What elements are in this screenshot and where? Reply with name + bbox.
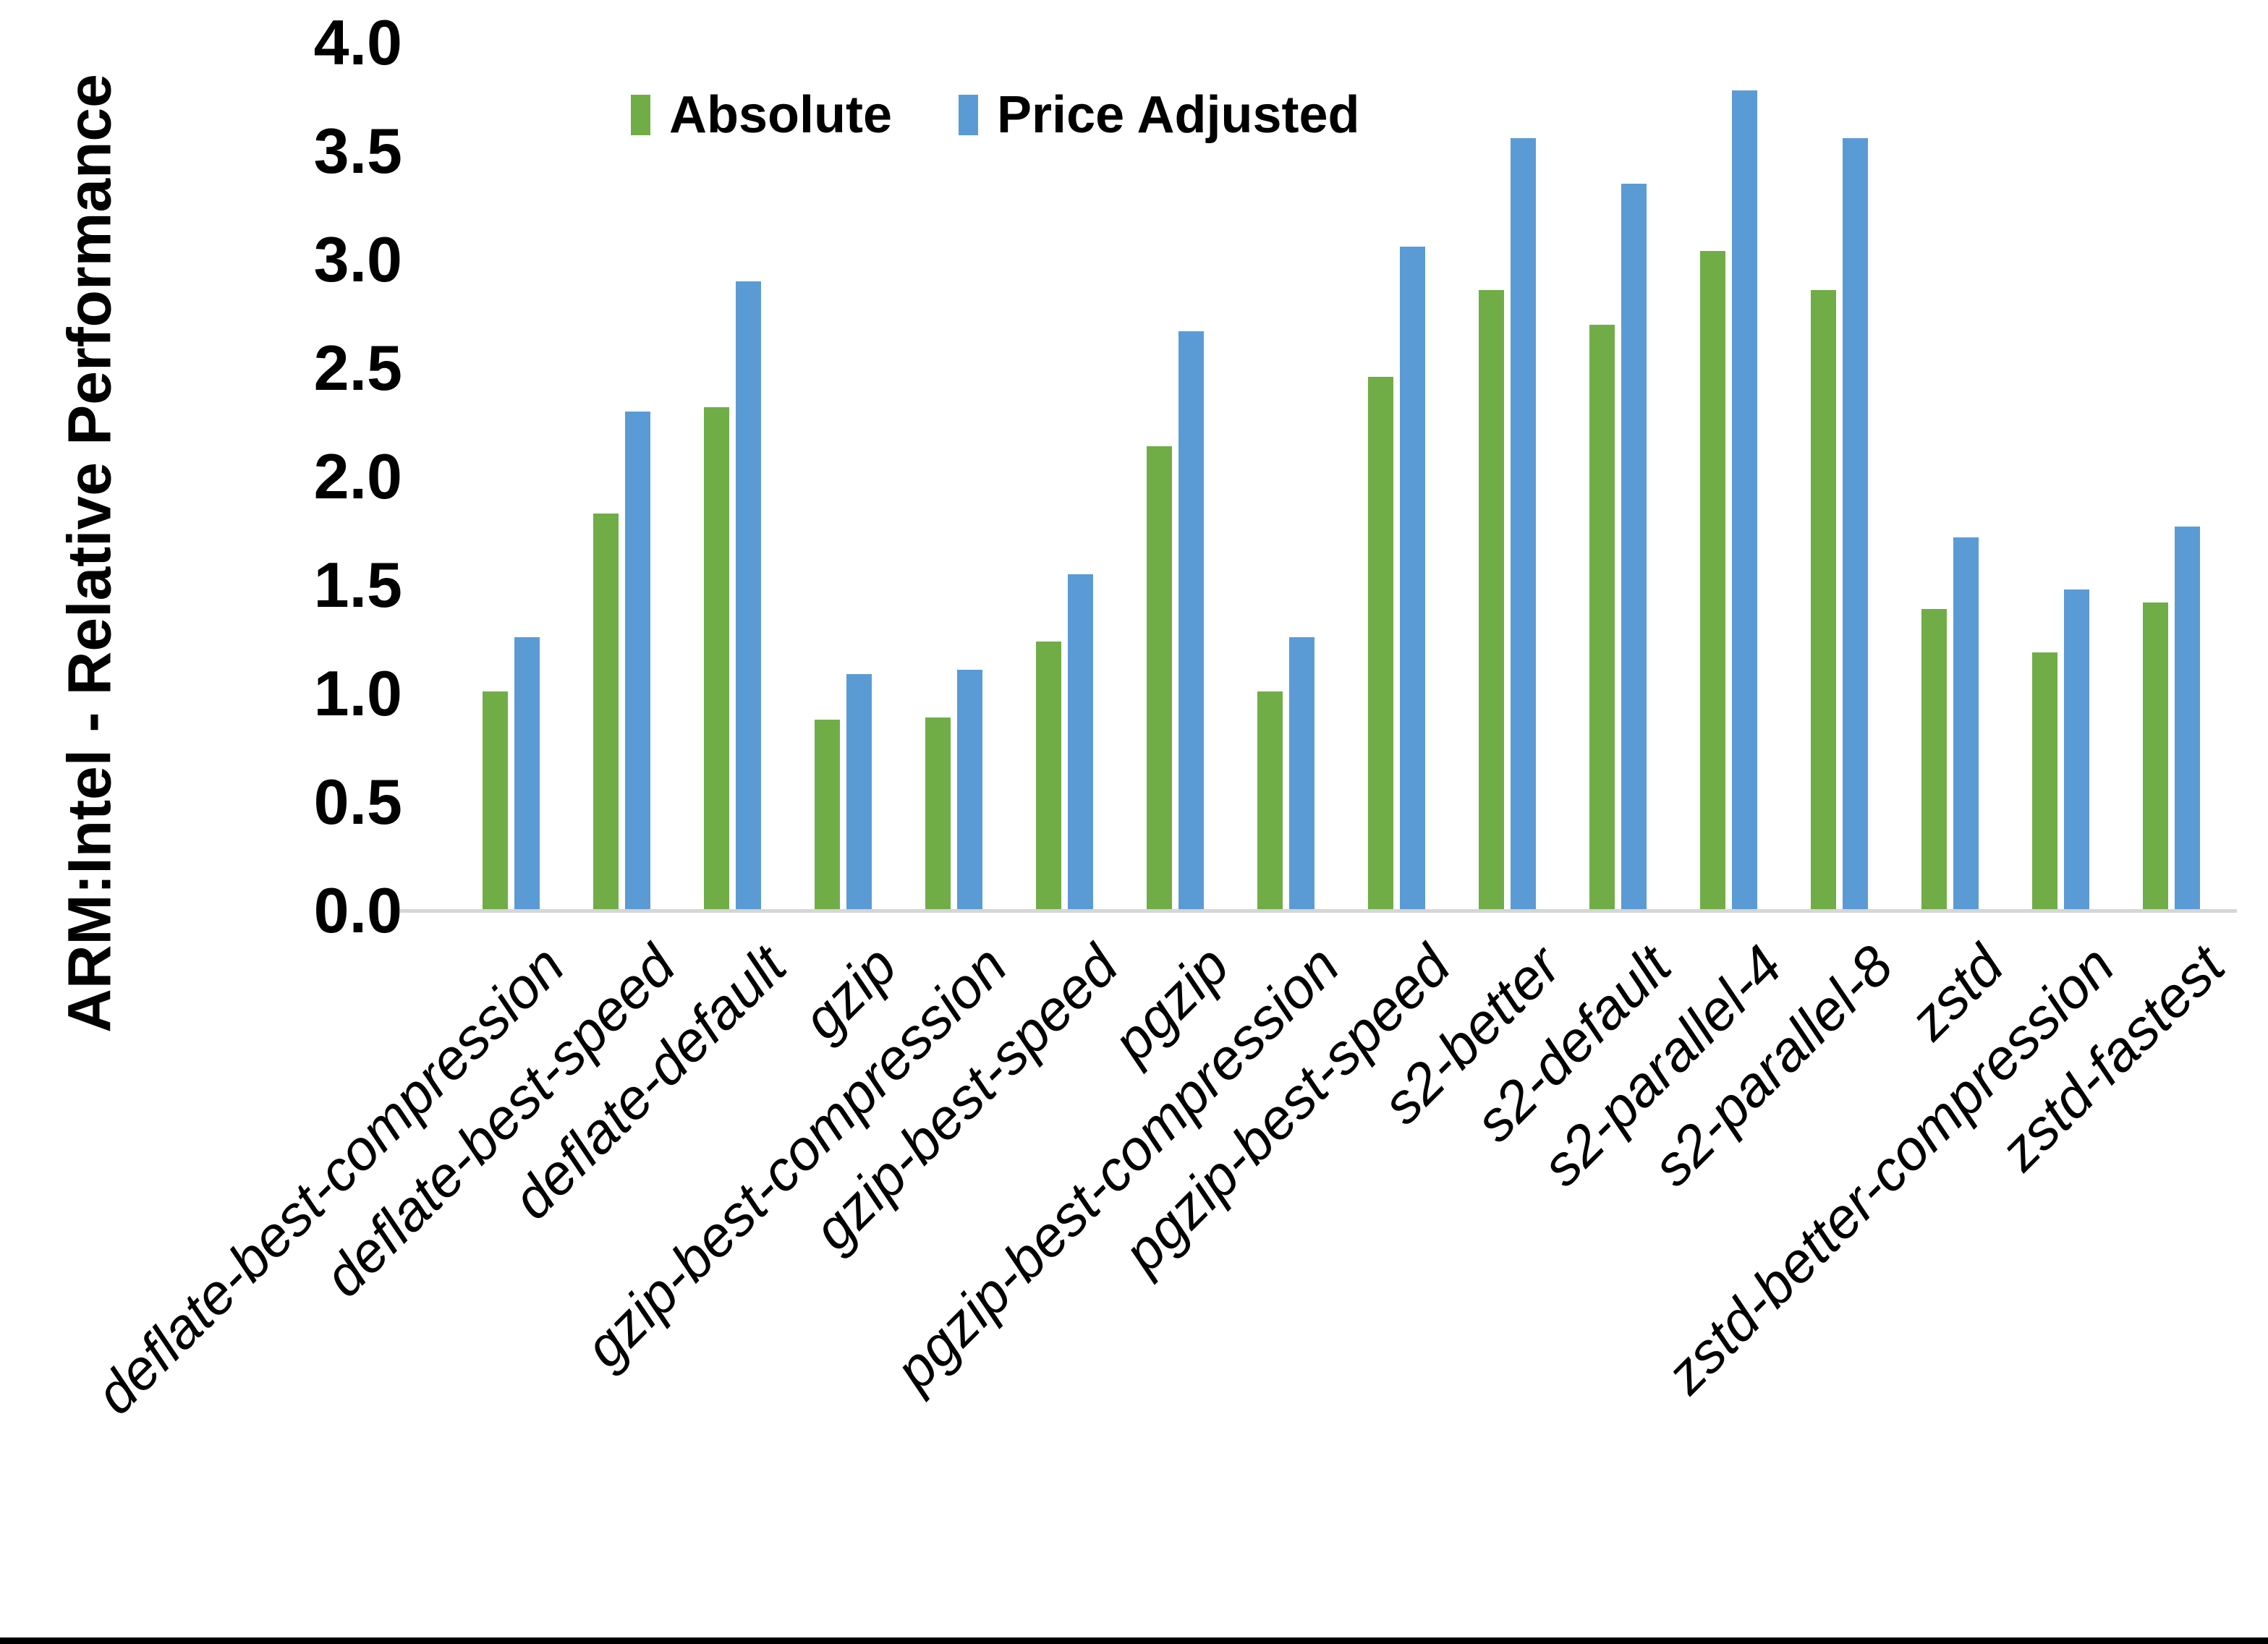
y-tick-label-3.0: 3.0 — [313, 223, 402, 295]
bar-zstd-better-compression-price-adjusted — [2064, 589, 2089, 911]
y-tick-label-4.0: 4.0 — [313, 7, 402, 78]
bar-pgzip-best-speed-price-adjusted — [1400, 247, 1425, 911]
bar-gzip-best-compression-price-adjusted — [957, 670, 982, 911]
bar-pgzip-best-compression-price-adjusted — [1289, 637, 1314, 911]
y-tick-label-1.5: 1.5 — [313, 549, 402, 621]
bar-deflate-best-compression-absolute — [483, 691, 508, 911]
bar-gzip-best-compression-absolute — [925, 717, 951, 911]
y-axis-title: ARM:Intel - Relative Performance — [55, 74, 124, 1033]
y-tick-label-3.5: 3.5 — [313, 115, 402, 187]
bar-gzip-price-adjusted — [846, 674, 872, 911]
bar-zstd-price-adjusted — [1953, 537, 1979, 911]
y-tick-label-2.5: 2.5 — [313, 332, 402, 404]
bar-deflate-default-absolute — [704, 407, 729, 911]
bar-deflate-best-speed-absolute — [593, 514, 619, 911]
legend-label-absolute: Absolute — [669, 86, 893, 144]
legend-label-price-adjusted: Price Adjusted — [997, 86, 1360, 144]
bar-s2-parallel-8-absolute — [1811, 290, 1836, 911]
bar-s2-better-price-adjusted — [1511, 138, 1536, 911]
bar-deflate-default-price-adjusted — [736, 281, 761, 911]
x-axis-line — [400, 909, 2237, 913]
y-tick-label-1.0: 1.0 — [313, 657, 402, 729]
bar-s2-default-absolute — [1589, 325, 1615, 911]
legend-swatch-price-adjusted — [959, 95, 979, 135]
y-tick-label-0.5: 0.5 — [313, 766, 402, 838]
bar-s2-parallel-4-price-adjusted — [1732, 90, 1757, 911]
legend-item-price-adjusted: Price Adjusted — [959, 85, 1359, 145]
bar-s2-default-price-adjusted — [1621, 184, 1647, 911]
bar-gzip-best-speed-absolute — [1036, 642, 1061, 911]
bar-s2-parallel-8-price-adjusted — [1843, 138, 1868, 911]
bar-zstd-fastest-price-adjusted — [2175, 527, 2200, 911]
bar-pgzip-best-speed-absolute — [1368, 377, 1393, 911]
bar-deflate-best-speed-price-adjusted — [625, 412, 650, 911]
bar-pgzip-absolute — [1147, 446, 1172, 911]
bar-s2-parallel-4-absolute — [1700, 251, 1725, 911]
legend: Absolute Price Adjusted — [631, 85, 1359, 145]
legend-item-absolute: Absolute — [631, 85, 892, 145]
bottom-border — [0, 1637, 2268, 1644]
bar-zstd-absolute — [1921, 609, 1947, 911]
y-tick-label-0.0: 0.0 — [313, 874, 402, 946]
x-axis-label-deflate-best-compression: deflate-best-compression — [83, 933, 577, 1426]
bar-pgzip-price-adjusted — [1178, 331, 1204, 911]
bar-zstd-fastest-absolute — [2143, 602, 2168, 911]
bar-s2-better-absolute — [1479, 290, 1504, 911]
legend-swatch-absolute — [631, 95, 650, 135]
bar-pgzip-best-compression-absolute — [1257, 691, 1283, 911]
bar-gzip-best-speed-price-adjusted — [1068, 574, 1093, 911]
y-tick-label-2.0: 2.0 — [313, 440, 402, 512]
bar-zstd-better-compression-absolute — [2032, 652, 2057, 911]
bar-gzip-absolute — [815, 720, 840, 911]
bar-deflate-best-compression-price-adjusted — [514, 637, 540, 911]
